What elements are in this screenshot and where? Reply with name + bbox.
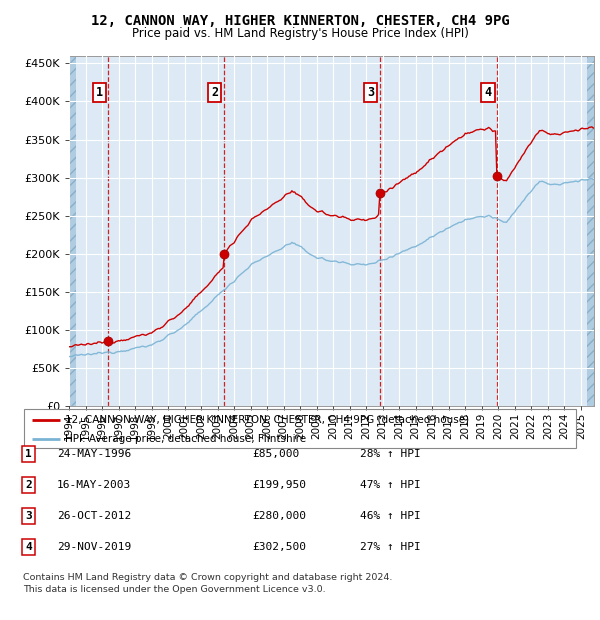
Text: 47% ↑ HPI: 47% ↑ HPI <box>360 480 421 490</box>
Text: HPI: Average price, detached house, Flintshire: HPI: Average price, detached house, Flin… <box>65 434 307 444</box>
Text: 2: 2 <box>211 86 218 99</box>
Text: 28% ↑ HPI: 28% ↑ HPI <box>360 449 421 459</box>
Text: 29-NOV-2019: 29-NOV-2019 <box>57 542 131 552</box>
Text: 12, CANNON WAY, HIGHER KINNERTON, CHESTER, CH4 9PG: 12, CANNON WAY, HIGHER KINNERTON, CHESTE… <box>91 14 509 28</box>
Text: 24-MAY-1996: 24-MAY-1996 <box>57 449 131 459</box>
Text: £199,950: £199,950 <box>252 480 306 490</box>
Text: £280,000: £280,000 <box>252 511 306 521</box>
Text: Price paid vs. HM Land Registry's House Price Index (HPI): Price paid vs. HM Land Registry's House … <box>131 27 469 40</box>
Text: 4: 4 <box>484 86 491 99</box>
Text: 3: 3 <box>25 511 32 521</box>
Text: 16-MAY-2003: 16-MAY-2003 <box>57 480 131 490</box>
Text: 1: 1 <box>96 86 103 99</box>
Text: 2: 2 <box>25 480 32 490</box>
Text: 46% ↑ HPI: 46% ↑ HPI <box>360 511 421 521</box>
Text: 1: 1 <box>25 449 32 459</box>
Text: £85,000: £85,000 <box>252 449 299 459</box>
Text: 26-OCT-2012: 26-OCT-2012 <box>57 511 131 521</box>
Text: Contains HM Land Registry data © Crown copyright and database right 2024.: Contains HM Land Registry data © Crown c… <box>23 572 392 582</box>
Text: 27% ↑ HPI: 27% ↑ HPI <box>360 542 421 552</box>
Text: £302,500: £302,500 <box>252 542 306 552</box>
Text: 12, CANNON WAY, HIGHER KINNERTON, CHESTER, CH4 9PG (detached house): 12, CANNON WAY, HIGHER KINNERTON, CHESTE… <box>65 415 470 425</box>
Text: 3: 3 <box>367 86 374 99</box>
Text: 4: 4 <box>25 542 32 552</box>
Text: This data is licensed under the Open Government Licence v3.0.: This data is licensed under the Open Gov… <box>23 585 325 594</box>
